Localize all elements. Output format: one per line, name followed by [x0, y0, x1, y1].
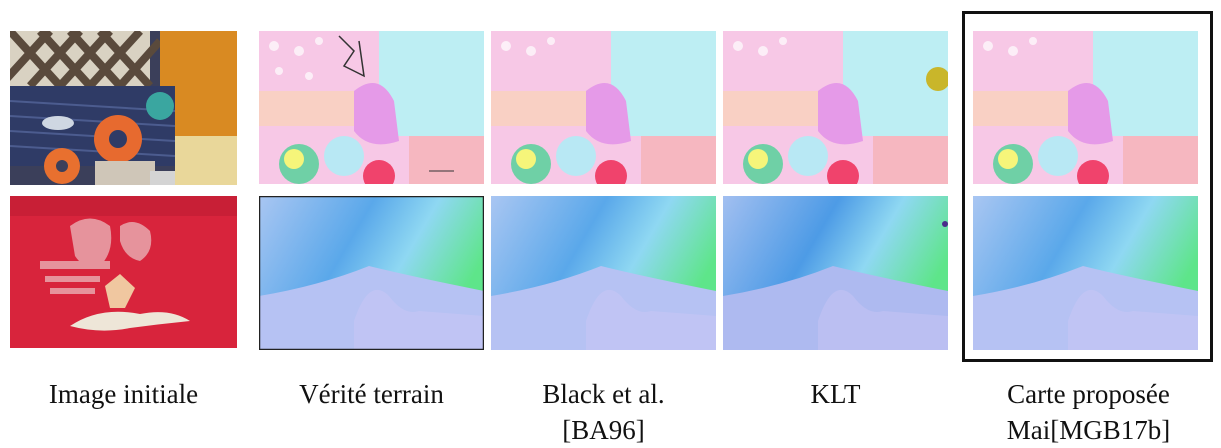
caption-line: Image initiale [48, 379, 199, 409]
initial-image-rubberwhale [10, 31, 237, 185]
black-flow-rubberwhale [491, 31, 716, 184]
caption-klt: KLT [723, 376, 948, 412]
caption-line: Carte proposée [1007, 379, 1170, 409]
initial-image-dimetrodon [10, 196, 237, 348]
proposed-column-highlight-frame [962, 11, 1213, 362]
caption-black: Black et al. [BA96] [491, 376, 716, 448]
klt-flow-dimetrodon [723, 196, 948, 350]
ground-truth-flow-dimetrodon [259, 196, 484, 350]
caption-proposed: Carte proposée Mai[MGB17b] [966, 376, 1211, 448]
klt-flow-rubberwhale [723, 31, 948, 184]
caption-line: [BA96] [562, 415, 645, 445]
black-flow-dimetrodon [491, 196, 716, 350]
caption-ground-truth: Vérité terrain [259, 376, 484, 412]
caption-line: Vérité terrain [299, 379, 444, 409]
caption-line: KLT [810, 379, 861, 409]
proposed-flow-dimetrodon [973, 196, 1198, 350]
caption-line: Black et al. [542, 379, 665, 409]
caption-initial-image: Image initiale [10, 376, 237, 412]
proposed-flow-rubberwhale [973, 31, 1198, 184]
caption-line: Mai[MGB17b] [1006, 415, 1171, 445]
ground-truth-flow-rubberwhale [259, 31, 484, 184]
